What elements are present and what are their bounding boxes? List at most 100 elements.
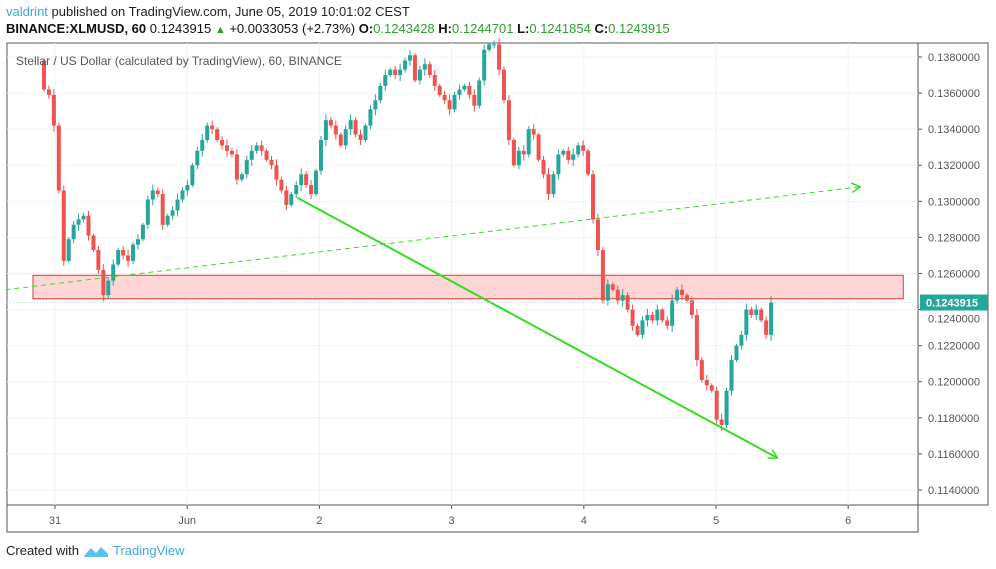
candle-body <box>576 145 581 155</box>
candle-body <box>482 49 487 81</box>
candle-body <box>205 125 210 140</box>
current-price-label: 0.1243915 <box>926 297 978 309</box>
candle-body <box>694 314 699 361</box>
time-axis <box>6 504 919 533</box>
candle-body <box>432 75 437 86</box>
candle-body <box>76 219 81 225</box>
y-tick-label: 0.1140000 <box>928 485 979 497</box>
candle-body <box>140 224 145 240</box>
candle-body <box>591 174 596 220</box>
candle-body <box>210 125 215 130</box>
descending-trendline <box>296 196 776 458</box>
close-label: C: <box>594 21 609 36</box>
candle-body <box>501 69 506 101</box>
candle-body <box>709 385 714 391</box>
candle-body <box>684 295 689 301</box>
candle-body <box>462 85 467 90</box>
candle-body <box>200 139 205 151</box>
candle-body <box>571 154 576 160</box>
candle-body <box>165 215 170 225</box>
candle-body <box>383 75 388 86</box>
candle-body <box>660 309 665 321</box>
publish-text: published on TradingView.com, June 05, 2… <box>51 4 410 19</box>
candle-body <box>175 199 180 211</box>
open-value: 0.1243428 <box>373 21 435 36</box>
candle-body <box>670 300 675 326</box>
candle-body <box>581 145 586 151</box>
candle-body <box>487 44 492 50</box>
x-tick-label: 3 <box>449 515 455 527</box>
candle-body <box>111 264 116 281</box>
candle-body <box>769 302 774 335</box>
y-tick-label: 0.1160000 <box>928 449 979 461</box>
candle-body <box>610 284 615 290</box>
y-tick-label: 0.1380000 <box>928 52 980 64</box>
candle-body <box>665 320 670 326</box>
candle-body <box>650 314 655 321</box>
candle-body <box>467 85 472 95</box>
candle-body <box>427 64 432 76</box>
candle-body <box>96 250 101 270</box>
price-chart[interactable]: 0.1380000 0.1360000 0.1340000 0.1320000 0.13… <box>0 0 996 540</box>
candle-body <box>150 190 155 200</box>
candle-body <box>689 300 694 315</box>
candle-body <box>511 139 516 166</box>
tradingview-link[interactable]: TradingView <box>112 543 185 558</box>
candle-body <box>586 150 591 175</box>
x-tick-label: 2 <box>316 515 322 527</box>
candle-body <box>378 85 383 101</box>
y-tick-label: 0.1200000 <box>928 377 980 389</box>
candle-body <box>234 154 239 180</box>
candle-body <box>323 120 328 140</box>
close-value: 0.1243915 <box>608 21 670 36</box>
y-tick-label: 0.1240000 <box>928 313 980 325</box>
footer: Created with TradingView <box>6 543 185 558</box>
candle-body <box>116 250 121 265</box>
candle-body <box>724 390 729 426</box>
candle-body <box>328 120 333 126</box>
candle-body <box>704 379 709 386</box>
candle-body <box>645 314 650 321</box>
y-tick-label: 0.1180000 <box>928 413 979 425</box>
candle-body <box>121 250 126 256</box>
candle-body <box>101 269 106 296</box>
y-tick-label: 0.1340000 <box>928 124 980 136</box>
plot-area <box>6 42 919 506</box>
candle-body <box>314 170 319 195</box>
x-tick-label: 6 <box>845 515 851 527</box>
candle-body <box>492 44 497 46</box>
candle-body <box>556 154 561 175</box>
candle-body <box>185 185 190 191</box>
candle-body <box>41 60 46 90</box>
candle-body <box>403 60 408 70</box>
candle-body <box>744 309 749 335</box>
high-label: H: <box>438 21 452 36</box>
candle-body <box>91 235 96 251</box>
y-tick-label: 0.1360000 <box>928 88 980 100</box>
up-triangle-icon: ▲ <box>214 24 226 36</box>
candle-body <box>348 120 353 130</box>
price-axis <box>917 42 989 506</box>
candle-body <box>526 129 531 155</box>
candle-body <box>764 320 769 335</box>
resistance-zone <box>32 274 904 300</box>
candle-body <box>309 185 314 195</box>
created-with: Created with <box>6 543 79 558</box>
candle-body <box>215 129 220 140</box>
candle-body <box>680 289 685 296</box>
y-tick-label: 0.1280000 <box>928 232 980 244</box>
candle-body <box>180 190 185 200</box>
candle-body <box>269 159 274 166</box>
candle-body <box>497 44 502 70</box>
candle-body <box>754 309 759 315</box>
candle-body <box>195 150 200 166</box>
publish-info: valdrint published on TradingView.com, J… <box>6 4 410 19</box>
candle-body <box>442 94 447 101</box>
author-link[interactable]: valdrint <box>6 4 48 19</box>
candle-body <box>561 150 566 155</box>
candle-body <box>259 145 264 151</box>
candle-body <box>714 390 719 420</box>
candle-body <box>244 159 249 175</box>
low-label: L: <box>517 21 530 36</box>
x-tick-label: 31 <box>49 515 61 527</box>
